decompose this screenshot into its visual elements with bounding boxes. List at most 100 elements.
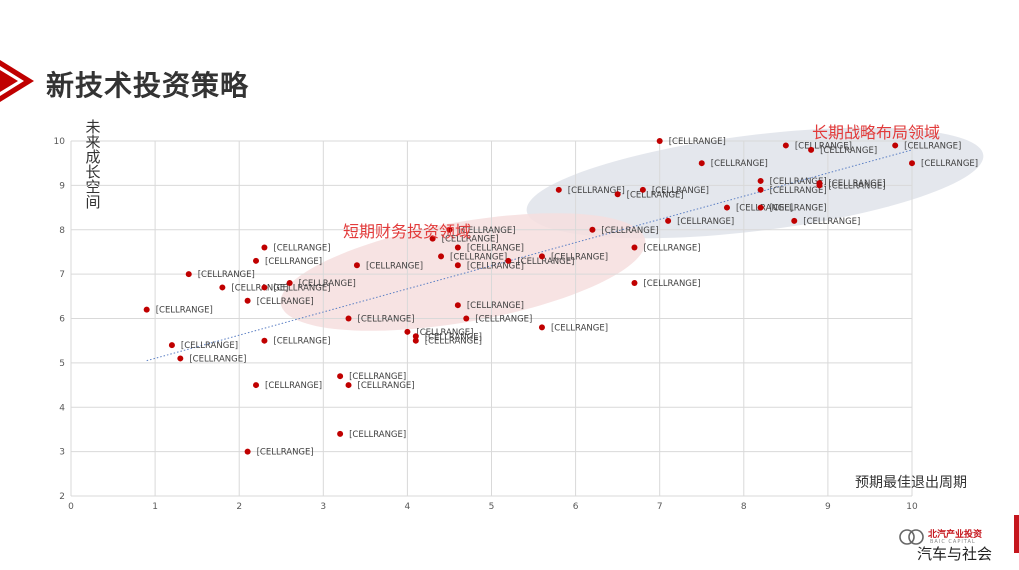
data-point [438, 253, 445, 260]
data-point [538, 253, 545, 260]
data-point [404, 328, 411, 335]
data-point [463, 315, 470, 322]
data-point-label: [CELLRANGE] [349, 430, 406, 440]
x-tick-label: 9 [825, 502, 831, 512]
data-point [345, 382, 352, 389]
data-point [698, 160, 705, 167]
data-point [429, 235, 436, 242]
chart-trendline [146, 149, 913, 362]
data-point-label: [CELLRANGE] [551, 323, 608, 333]
y-tick-label: 4 [59, 403, 65, 413]
data-point-label: [CELLRANGE] [198, 270, 255, 280]
data-point [589, 226, 596, 233]
data-point-label: [CELLRANGE] [257, 297, 314, 307]
data-point [505, 257, 512, 264]
data-point-label: [CELLRANGE] [803, 217, 860, 227]
x-tick-label: 2 [236, 502, 242, 512]
data-point-label: [CELLRANGE] [366, 261, 423, 271]
y-axis-label: 未来成长空间 [85, 118, 101, 211]
data-point-label: [CELLRANGE] [442, 235, 499, 245]
data-point-label: [CELLRANGE] [467, 301, 524, 311]
data-point-label: [CELLRANGE] [904, 141, 961, 151]
data-point [412, 337, 419, 344]
data-point [757, 186, 764, 193]
x-tick-label: 3 [320, 502, 326, 512]
data-point-label: [CELLRANGE] [828, 179, 885, 189]
x-tick-label: 5 [489, 502, 495, 512]
x-tick-label: 0 [68, 502, 74, 512]
data-point-label: [CELLRANGE] [770, 177, 827, 187]
y-tick-label: 8 [59, 226, 65, 236]
data-point [253, 257, 260, 264]
x-tick-label: 10 [906, 502, 918, 512]
baic-logo-icon [899, 529, 924, 545]
data-point-label: [CELLRANGE] [736, 204, 793, 214]
data-point [909, 160, 915, 167]
data-point [337, 430, 344, 437]
data-point [656, 138, 663, 144]
data-point [337, 373, 344, 380]
data-point [286, 280, 293, 286]
data-point [244, 297, 251, 304]
data-point-label: [CELLRANGE] [358, 315, 415, 325]
data-point [555, 186, 562, 193]
data-point-label: [CELLRANGE] [627, 190, 684, 200]
data-point [454, 262, 461, 269]
y-tick-label: 2 [59, 492, 65, 502]
trendline [146, 149, 913, 362]
data-point-label: [CELLRANGE] [273, 283, 330, 293]
data-point-label: [CELLRANGE] [921, 159, 978, 169]
data-point [168, 342, 175, 349]
data-point-label: [CELLRANGE] [770, 204, 827, 214]
data-point-label: [CELLRANGE] [643, 279, 700, 289]
data-point-label: [CELLRANGE] [273, 244, 330, 254]
chart-points: [CELLRANGE][CELLRANGE][CELLRANGE][CELLRA… [143, 137, 978, 458]
data-point-label: [CELLRANGE] [458, 226, 515, 236]
x-tick-label: 6 [573, 502, 579, 512]
data-point [261, 244, 268, 251]
watermark-text: 汽车与社会 [917, 545, 993, 563]
x-axis-label: 预期最佳退出周期 [855, 475, 967, 491]
title-arrow-icon [0, 60, 34, 102]
data-point-label: [CELLRANGE] [349, 372, 406, 382]
short-term-region-label: 短期财务投资领域 [343, 222, 472, 241]
logo-text-en: BAIC CAPITAL [930, 539, 976, 545]
data-point [631, 280, 638, 286]
data-point [808, 146, 815, 153]
data-point [412, 333, 419, 340]
data-point [892, 142, 899, 149]
short-term-region [280, 213, 646, 331]
chart-ticks: 0 1 2 3 4 5 6 7 8 9 10 2 3 4 5 6 7 8 9 10 [54, 137, 918, 512]
data-point-label: [CELLRANGE] [551, 252, 608, 262]
data-point-label: [CELLRANGE] [450, 252, 507, 262]
data-point [454, 302, 461, 309]
data-point [723, 204, 730, 211]
data-point [665, 217, 672, 224]
data-point-label: [CELLRANGE] [257, 448, 314, 458]
data-point-label: [CELLRANGE] [677, 217, 734, 227]
y-tick-label: 9 [59, 181, 65, 191]
data-point [631, 244, 638, 251]
data-point-label: [CELLRANGE] [425, 337, 482, 347]
page-title: 新技术投资策略 [46, 69, 250, 102]
data-point-label: [CELLRANGE] [475, 315, 532, 325]
side-accent-bar [1014, 515, 1019, 553]
data-point-label: [CELLRANGE] [820, 146, 877, 156]
data-point [639, 186, 646, 193]
data-point [446, 226, 453, 233]
data-point [261, 284, 268, 291]
chart-grid [70, 140, 913, 497]
data-point-label: [CELLRANGE] [652, 186, 709, 196]
y-tick-label: 7 [59, 270, 65, 280]
x-tick-label: 7 [657, 502, 663, 512]
data-point [614, 191, 621, 198]
y-tick-label: 5 [59, 359, 65, 369]
data-point [757, 177, 764, 184]
data-point [143, 306, 150, 313]
data-point [816, 180, 823, 187]
data-point [253, 382, 260, 389]
data-point [219, 284, 226, 291]
data-point-label: [CELLRANGE] [517, 257, 574, 267]
y-tick-label: 10 [54, 137, 66, 147]
